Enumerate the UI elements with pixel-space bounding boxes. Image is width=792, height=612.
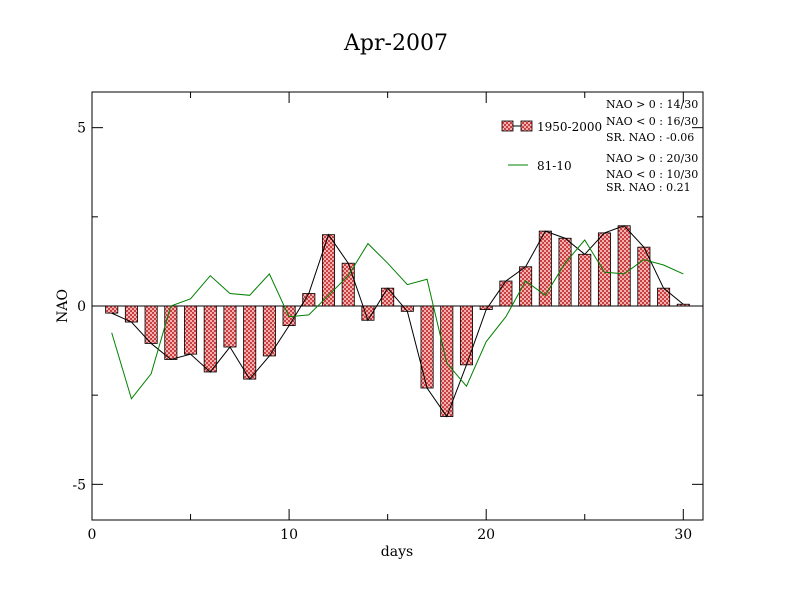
bar-day-1: [105, 305, 119, 314]
stat-8110-neg: NAO < 0 : 10/30: [606, 168, 698, 181]
bar-day-27: [617, 225, 631, 307]
bar-day-30: [676, 303, 690, 307]
bar-day-3: [144, 305, 158, 344]
bar-day-22: [519, 266, 533, 307]
y-axis-label: NAO: [55, 289, 71, 323]
stat-8110-pos: NAO > 0 : 20/30: [606, 152, 698, 165]
x-tick-label: 0: [88, 527, 97, 543]
bar-day-29: [657, 287, 671, 307]
stat-1950-neg: NAO < 0 : 16/30: [606, 115, 698, 128]
legend: 1950-2000 81-10 NAO > 0 : 14/30 NAO < 0 …: [501, 98, 698, 194]
bar-day-24: [558, 237, 572, 307]
legend-swatch-bar-1: [501, 120, 514, 132]
stat-1950-sr: SR. NAO : -0.06: [606, 131, 694, 144]
line-series: [111, 225, 684, 418]
x-axis-label: days: [381, 544, 413, 560]
bar-day-7: [223, 305, 237, 348]
bar-series: [105, 225, 690, 417]
bar-day-25: [578, 253, 592, 307]
bar-day-21: [499, 280, 513, 307]
y-tick-label: -5: [72, 477, 86, 493]
x-tick-label: 10: [280, 527, 298, 543]
bar-day-17: [420, 305, 434, 389]
bar-day-4: [164, 305, 178, 360]
stat-8110-sr: SR. NAO : 0.21: [606, 181, 691, 194]
legend-label-81-10: 81-10: [537, 159, 572, 173]
bar-day-8: [243, 305, 257, 380]
stat-1950-pos: NAO > 0 : 14/30: [606, 98, 698, 111]
x-tick-label: 20: [477, 527, 495, 543]
bar-day-6: [203, 305, 217, 373]
bar-day-15: [381, 287, 395, 307]
y-tick-label: 5: [77, 121, 86, 137]
x-tick-label: 30: [674, 527, 692, 543]
line-1950-2000: [111, 225, 684, 418]
bar-day-5: [184, 305, 198, 355]
line-81-10: [111, 239, 684, 400]
legend-label-1950-2000: 1950-2000: [537, 120, 602, 134]
legend-swatch-bar-2: [520, 120, 533, 132]
bar-day-26: [597, 232, 611, 307]
y-tick-label: 0: [77, 299, 86, 315]
chart-title: Apr-2007: [343, 31, 448, 56]
bar-day-19: [459, 305, 473, 366]
